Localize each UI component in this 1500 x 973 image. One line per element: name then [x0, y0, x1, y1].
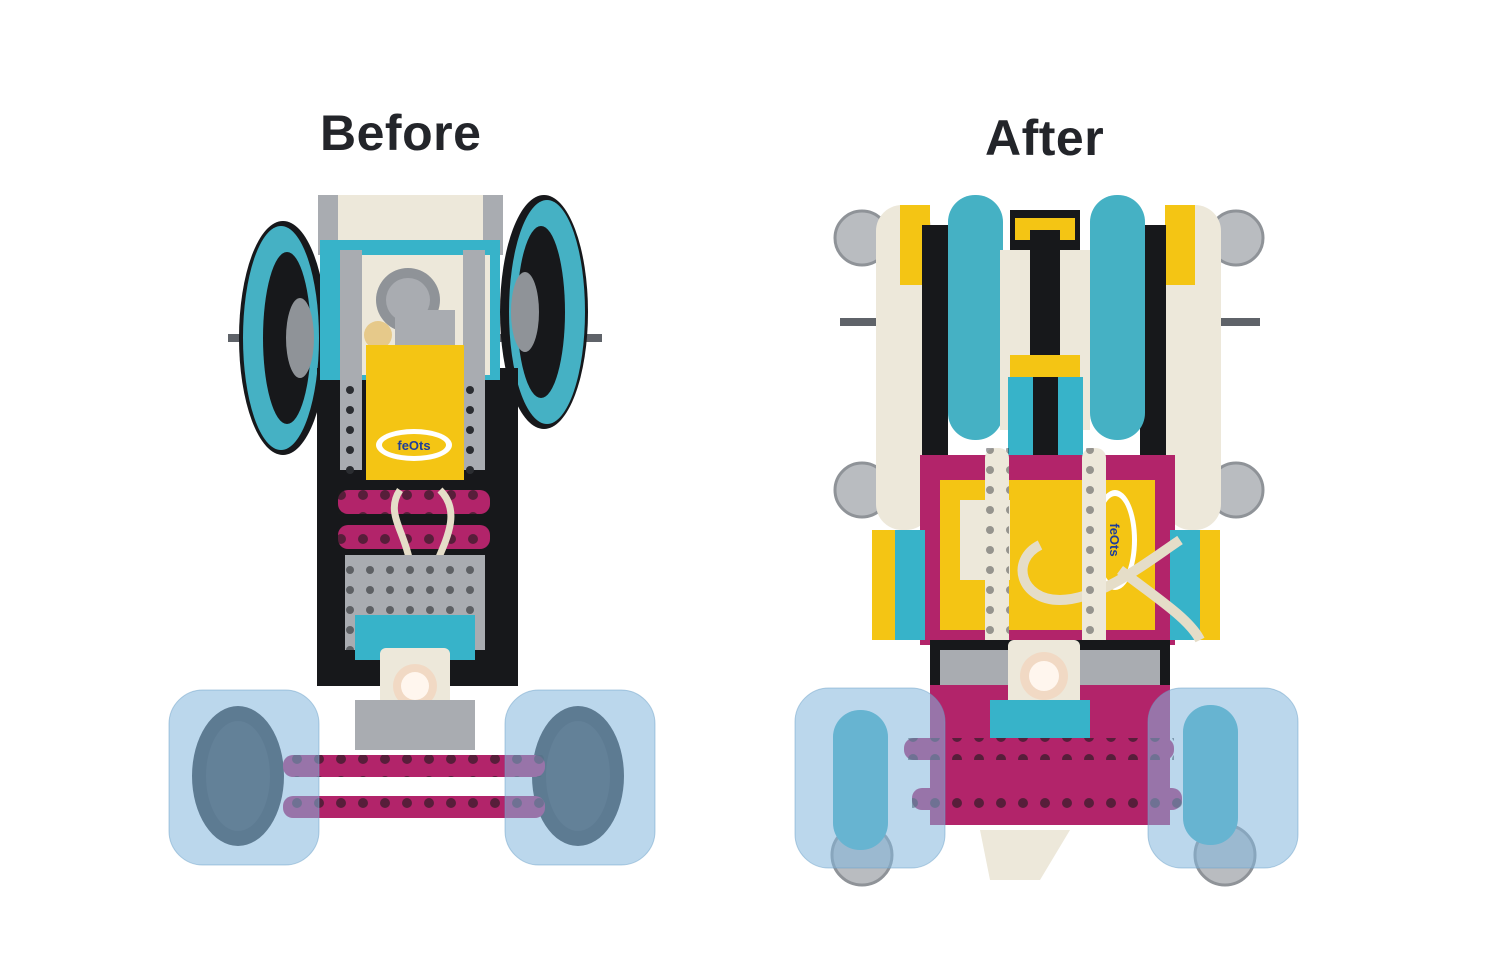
before-left-wheel-highlight: [168, 689, 320, 866]
before-hub-logo-text: feOts: [397, 438, 430, 453]
after-heading: After: [985, 110, 1105, 166]
after-right-wheel-highlight: [1147, 687, 1299, 869]
before-front-beams: [283, 755, 545, 818]
after-hub-logo-text: feOts: [1107, 523, 1122, 556]
after-left-wheel-highlight: [794, 687, 946, 869]
before-right-rear-wheel: [500, 195, 588, 429]
before-right-wheel-highlight: [504, 689, 656, 866]
before-hub: feOts: [345, 345, 485, 480]
before-motor-assembly: [318, 195, 503, 470]
after-front-beams: [904, 738, 1182, 810]
before-heading: Before: [320, 105, 482, 161]
before-left-rear-wheel: [239, 221, 327, 455]
after-hub-frame: feOts: [872, 455, 1220, 645]
before-magenta-frame: [338, 487, 490, 611]
before-sensor-mount: [345, 555, 485, 750]
